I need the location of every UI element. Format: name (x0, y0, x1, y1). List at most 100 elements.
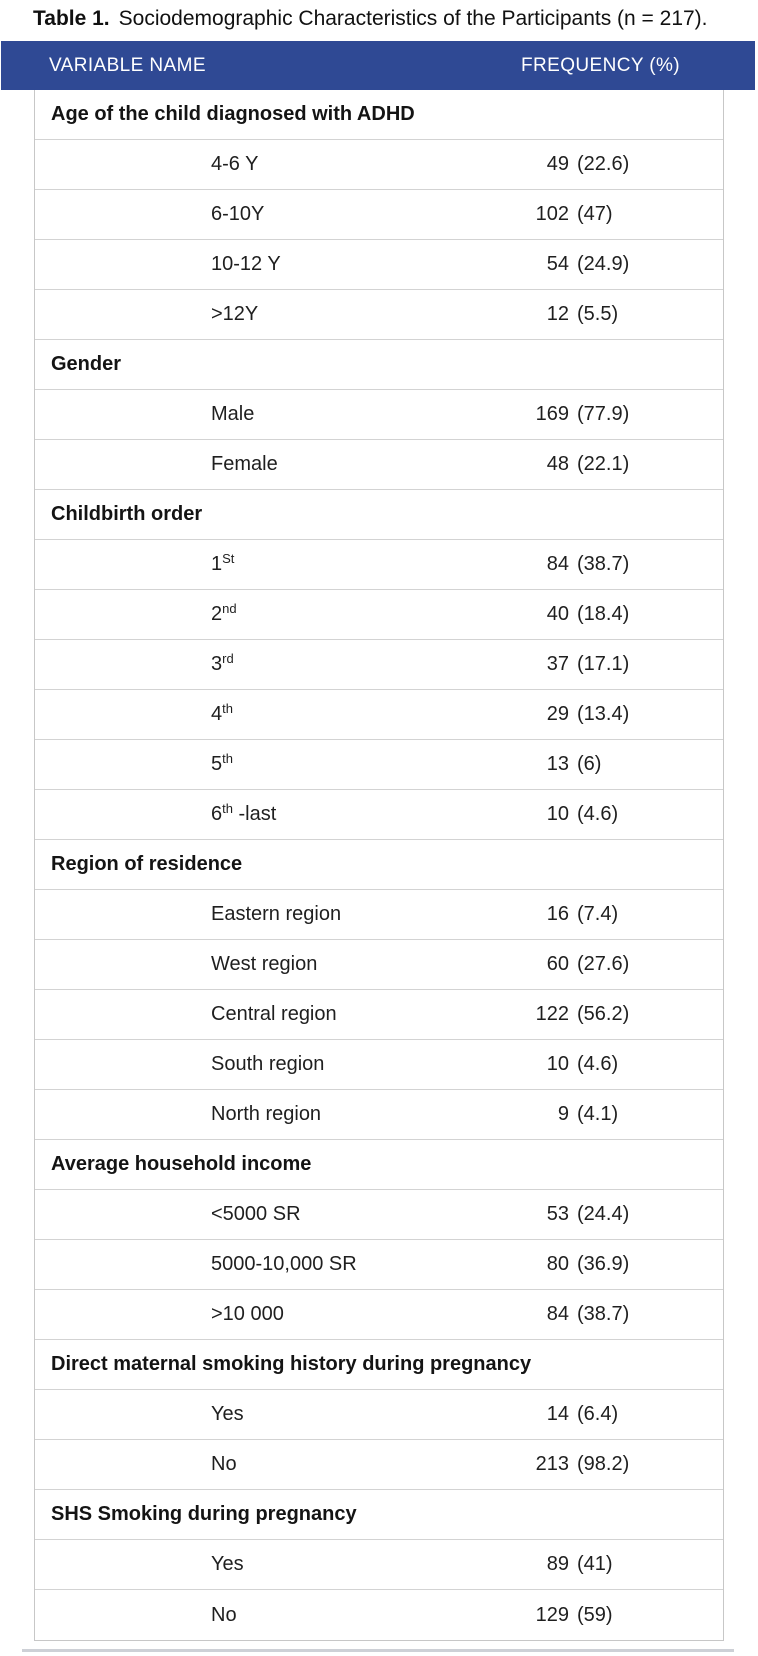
frequency-cell: 9 (4.1) (473, 1103, 723, 1126)
frequency-count: 129 (535, 1603, 569, 1626)
category-row: Direct maternal smoking history during p… (35, 1340, 723, 1390)
category-label: Region of residence (51, 853, 243, 875)
frequency-count: 49 (546, 153, 569, 175)
frequency-cell: 53 (24.4) (473, 1203, 723, 1226)
row-label: West region (211, 953, 318, 975)
table-row: 4th 29 (13.4) (35, 690, 723, 740)
frequency-count: 53 (546, 1203, 569, 1225)
frequency-cell: 14 (6.4) (473, 1403, 723, 1426)
frequency-cell: 60 (27.6) (473, 953, 723, 976)
row-label: >12Y (211, 303, 259, 325)
frequency-count: 80 (546, 1253, 569, 1275)
frequency-count: 13 (546, 753, 569, 775)
frequency-percent: (77.9) (577, 403, 630, 425)
row-label: Eastern region (211, 903, 342, 925)
frequency-cell: 213 (98.2) (473, 1453, 723, 1476)
column-header-variable-name: VARIABLE NAME (49, 54, 206, 76)
table-row: Central region 122 (56.2) (35, 990, 723, 1040)
frequency-count: 37 (546, 653, 569, 675)
row-label: Central region (211, 1003, 337, 1025)
frequency-percent: (4.6) (577, 1053, 619, 1075)
frequency-cell: 37 (17.1) (473, 653, 723, 676)
frequency-count: 102 (535, 203, 569, 225)
frequency-percent: (36.9) (577, 1253, 630, 1275)
table-row: 2nd 40 (18.4) (35, 590, 723, 640)
table-row: 10-12 Y 54 (24.9) (35, 240, 723, 290)
category-label: Average household income (51, 1153, 312, 1175)
frequency-cell: 10 (4.6) (473, 803, 723, 826)
frequency-percent: (13.4) (577, 703, 630, 725)
table-row: Male 169 (77.9) (35, 390, 723, 440)
ordinal-superscript: th (222, 801, 233, 816)
frequency-percent: (27.6) (577, 953, 630, 975)
frequency-count: 16 (546, 903, 569, 925)
frequency-percent: (41) (577, 1553, 613, 1575)
frequency-count: 40 (546, 603, 569, 625)
frequency-count: 9 (557, 1103, 569, 1125)
frequency-percent: (5.5) (577, 303, 619, 325)
frequency-cell: 12 (5.5) (473, 303, 723, 326)
row-label: 1St (211, 551, 235, 575)
table-row: 6th -last 10 (4.6) (35, 790, 723, 840)
table-row: No 129 (59) (35, 1590, 723, 1640)
row-label: No (211, 1603, 237, 1626)
frequency-cell: 80 (36.9) (473, 1253, 723, 1276)
frequency-cell: 10 (4.6) (473, 1053, 723, 1076)
frequency-count: 10 (546, 803, 569, 825)
row-label: 6th -last (211, 801, 277, 825)
frequency-count: 29 (546, 703, 569, 725)
row-label: Yes (211, 1403, 244, 1425)
ordinal-superscript: rd (222, 651, 234, 666)
row-label: <5000 SR (211, 1203, 301, 1225)
frequency-count: 48 (546, 453, 569, 475)
frequency-percent: (6) (577, 753, 602, 775)
next-table-top-rule (22, 1649, 734, 1652)
frequency-count: 10 (546, 1053, 569, 1075)
table-row: 3rd 37 (17.1) (35, 640, 723, 690)
table-row: 4-6 Y 49 (22.6) (35, 140, 723, 190)
category-row: Gender (35, 340, 723, 390)
frequency-cell: 48 (22.1) (473, 453, 723, 476)
frequency-percent: (4.1) (577, 1103, 619, 1125)
row-label: 6-10Y (211, 203, 265, 225)
table-row: >12Y 12 (5.5) (35, 290, 723, 340)
frequency-cell: 13 (6) (473, 753, 723, 776)
row-label: Yes (211, 1553, 244, 1575)
category-label: Childbirth order (51, 503, 203, 525)
table-row: North region 9 (4.1) (35, 1090, 723, 1140)
row-label: >10 000 (211, 1303, 284, 1325)
table-row: <5000 SR 53 (24.4) (35, 1190, 723, 1240)
frequency-count: 122 (535, 1003, 569, 1025)
frequency-percent: (98.2) (577, 1453, 630, 1475)
frequency-percent: (24.4) (577, 1203, 630, 1225)
category-row: Age of the child diagnosed with ADHD (35, 90, 723, 140)
frequency-percent: (24.9) (577, 253, 630, 275)
table-column-header: VARIABLE NAME FREQUENCY (%) (1, 41, 755, 90)
category-row: SHS Smoking during pregnancy (35, 1490, 723, 1540)
table-row: 5000-10,000 SR 80 (36.9) (35, 1240, 723, 1290)
table-row: 1St 84 (38.7) (35, 540, 723, 590)
category-row: Region of residence (35, 840, 723, 890)
frequency-cell: 54 (24.9) (473, 253, 723, 276)
frequency-count: 14 (546, 1403, 569, 1425)
row-label: 4th (211, 701, 233, 725)
row-label: No (211, 1453, 237, 1475)
table-row: Yes 14 (6.4) (35, 1390, 723, 1440)
table-caption-text: Sociodemographic Characteristics of the … (118, 7, 708, 30)
frequency-cell: 16 (7.4) (473, 903, 723, 926)
frequency-percent: (38.7) (577, 1303, 630, 1325)
frequency-percent: (59) (577, 1603, 613, 1626)
frequency-percent: (18.4) (577, 603, 630, 625)
frequency-cell: 84 (38.7) (473, 553, 723, 576)
table-row: South region 10 (4.6) (35, 1040, 723, 1090)
frequency-percent: (38.7) (577, 553, 630, 575)
row-label: 5th (211, 751, 233, 775)
frequency-percent: (22.6) (577, 153, 630, 175)
frequency-count: 54 (546, 253, 569, 275)
frequency-percent: (22.1) (577, 453, 630, 475)
frequency-percent: (4.6) (577, 803, 619, 825)
category-label: Direct maternal smoking history during p… (51, 1353, 532, 1375)
frequency-cell: 49 (22.6) (473, 153, 723, 176)
table-row: Eastern region 16 (7.4) (35, 890, 723, 940)
table-row: No 213 (98.2) (35, 1440, 723, 1490)
